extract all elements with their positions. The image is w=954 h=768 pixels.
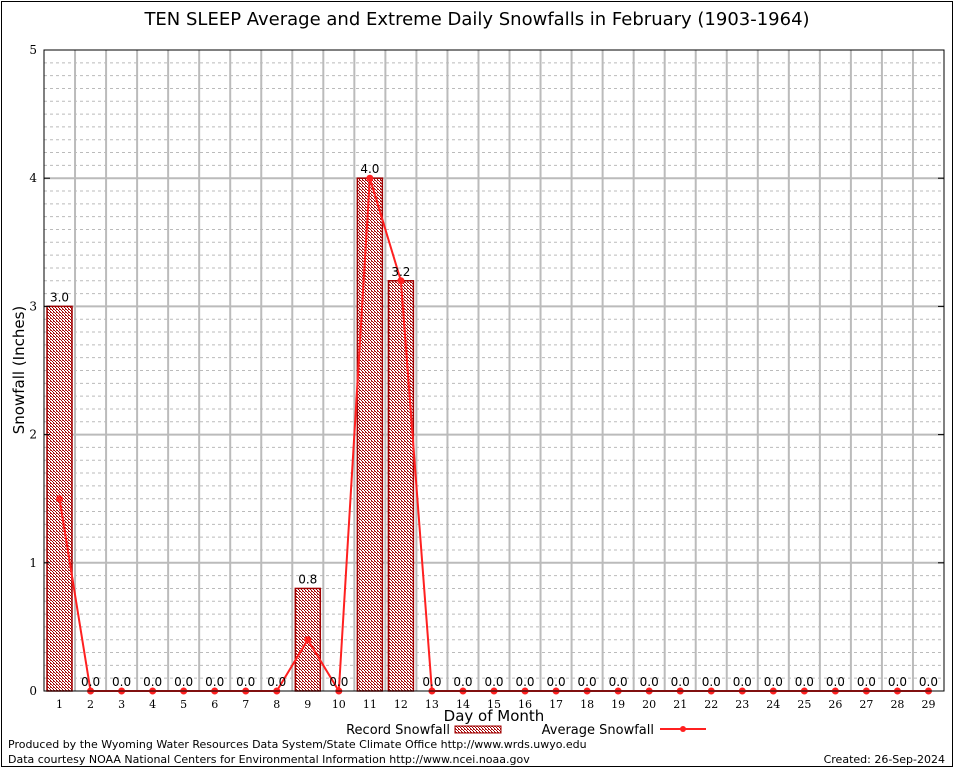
- footer-produced: Produced by the Wyoming Water Resources …: [8, 738, 587, 751]
- legend-record-swatch: [454, 725, 502, 734]
- x-tick-label: 18: [580, 698, 594, 711]
- bar-value-label: 4.0: [360, 162, 379, 176]
- y-tick-label: 4: [29, 171, 37, 185]
- bar-value-label: 0.0: [702, 675, 721, 689]
- x-tick-label: 15: [487, 698, 501, 711]
- x-tick-label: 13: [425, 698, 439, 711]
- bar-value-label: 0.0: [671, 675, 690, 689]
- y-axis-label: Snowfall (Inches): [10, 306, 28, 434]
- y-tick-label: 1: [29, 556, 37, 570]
- x-tick-label: 17: [549, 698, 563, 711]
- bar-value-label: 0.0: [329, 675, 348, 689]
- legend-average-label: Average Snowfall: [542, 723, 654, 738]
- x-tick-label: 25: [797, 698, 811, 711]
- x-tick-label: 5: [180, 698, 187, 711]
- average-marker: [366, 174, 374, 182]
- bar-value-label: 0.0: [112, 675, 131, 689]
- bar-value-label: 0.0: [609, 675, 628, 689]
- x-tick-label: 19: [611, 698, 625, 711]
- x-tick-label: 4: [149, 698, 156, 711]
- bar-value-label: 3.0: [50, 290, 69, 304]
- bar-value-label: 0.0: [764, 675, 783, 689]
- y-tick-label: 2: [29, 428, 37, 442]
- legend: Record Snowfall Average Snowfall: [346, 723, 706, 738]
- bar-value-label: 3.2: [391, 265, 410, 279]
- bar-value-label: 0.0: [578, 675, 597, 689]
- chart-title: TEN SLEEP Average and Extreme Daily Snow…: [144, 9, 810, 30]
- bar-value-label: 0.0: [919, 675, 938, 689]
- bar-value-label: 0.0: [174, 675, 193, 689]
- plot-border: [43, 49, 945, 692]
- bar-value-label: 0.0: [547, 675, 566, 689]
- bar-value-label: 0.0: [888, 675, 907, 689]
- x-tick-label: 27: [859, 698, 873, 711]
- x-axis-label: Day of Month: [444, 707, 545, 725]
- x-tick-label: 21: [673, 698, 687, 711]
- bar-value-label: 0.0: [857, 675, 876, 689]
- x-tick-label: 22: [704, 698, 718, 711]
- bar-value-label: 0.0: [515, 675, 534, 689]
- legend-average-marker: [680, 726, 686, 732]
- bar-value-label: 0.0: [640, 675, 659, 689]
- x-tick-label: 9: [304, 698, 311, 711]
- bar-value-label: 0.0: [733, 675, 752, 689]
- x-tick-label: 14: [456, 698, 470, 711]
- x-tick-label: 26: [828, 698, 842, 711]
- x-tick-label: 24: [766, 698, 780, 711]
- x-tick-label: 29: [921, 698, 935, 711]
- bar-value-label: 0.0: [453, 675, 472, 689]
- x-tick-label: 11: [363, 698, 377, 711]
- bar-value-label: 0.0: [826, 675, 845, 689]
- x-tick-label: 20: [642, 698, 656, 711]
- y-tick-label: 0: [29, 684, 37, 698]
- footer-created: Created: 26-Sep-2024: [823, 753, 945, 766]
- bar-value-label: 0.8: [298, 572, 317, 586]
- bar-value-label: 0.0: [143, 675, 162, 689]
- bar-value-label: 0.0: [236, 675, 255, 689]
- x-tick-label: 12: [394, 698, 408, 711]
- record-bar: [387, 280, 415, 692]
- x-tick-label: 3: [118, 698, 125, 711]
- x-tick-label: 10: [332, 698, 346, 711]
- bar-value-label: 0.0: [484, 675, 503, 689]
- bar-value-label: 0.0: [267, 675, 286, 689]
- x-tick-label: 2: [87, 698, 94, 711]
- legend-record-label: Record Snowfall: [346, 723, 450, 738]
- footer-courtesy: Data courtesy NOAA National Centers for …: [8, 753, 530, 766]
- average-marker: [397, 277, 405, 285]
- x-tick-label: 1: [56, 698, 63, 711]
- x-tick-label: 28: [890, 698, 904, 711]
- bar-value-label: 0.0: [422, 675, 441, 689]
- bar-value-label: 0.0: [795, 675, 814, 689]
- x-tick-label: 23: [735, 698, 749, 711]
- bar-value-label: 0.0: [81, 675, 100, 689]
- x-tick-label: 7: [242, 698, 249, 711]
- average-marker: [56, 495, 64, 503]
- bar-value-label: 0.0: [205, 675, 224, 689]
- average-marker: [304, 636, 312, 644]
- x-tick-label: 6: [211, 698, 218, 711]
- y-tick-label: 3: [29, 299, 37, 313]
- x-tick-label: 16: [518, 698, 532, 711]
- record-bar: [356, 177, 384, 692]
- y-tick-label: 5: [29, 43, 37, 57]
- x-tick-label: 8: [273, 698, 280, 711]
